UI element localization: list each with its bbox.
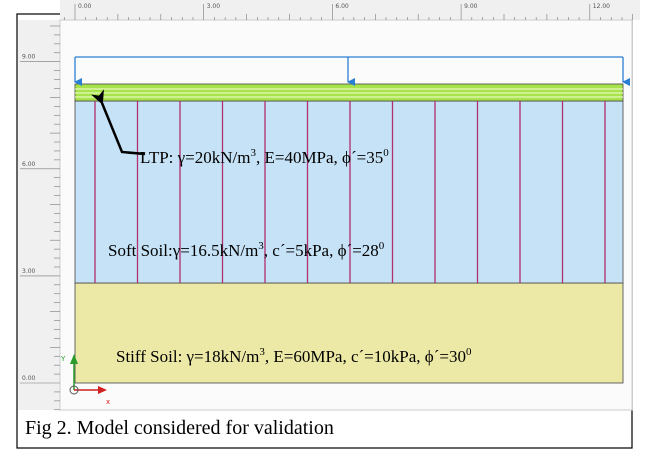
superscript: 0 <box>466 346 472 358</box>
superscript: 0 <box>379 240 385 252</box>
top-ruler-label: 3.00 <box>207 3 221 10</box>
superscript: 3 <box>258 240 264 252</box>
left-ruler-label: 0.00 <box>22 375 36 382</box>
ltp-pointer <box>90 89 146 156</box>
superscript: 3 <box>259 346 265 358</box>
left-ruler <box>18 20 60 410</box>
ltp-lines <box>75 88 623 98</box>
top-ruler <box>60 0 640 20</box>
stiff-soil-label: Stiff Soil: γ=18kN/m3, E=60MPa, c´=10kPa… <box>116 346 472 366</box>
top-ruler-label: 6.00 <box>335 3 349 10</box>
left-ruler-label: 3.00 <box>22 268 36 275</box>
piles <box>94 101 606 283</box>
label-text: , c´=5kPa, ϕ´=28 <box>264 241 379 260</box>
left-ruler-label: 9.00 <box>22 54 36 61</box>
ruler-ticks: 0.00 3.00 6.00 9.00 12.00 9.00 6.00 3.00 0.00 <box>20 3 634 411</box>
caption: Fig 2. Model considered for validation <box>25 417 334 439</box>
label-text: LTP: γ=20kN/m <box>140 148 250 167</box>
label-text: Soft Soil:γ=16.5kN/m <box>108 241 258 260</box>
x-axis-label: x <box>106 398 110 406</box>
soft-soil-label: Soft Soil:γ=16.5kN/m3, c´=5kPa, ϕ´=280 <box>108 240 385 260</box>
load <box>74 56 630 86</box>
top-ruler-label: 0.00 <box>78 3 92 10</box>
ltp-label: LTP: γ=20kN/m3, E=40MPa, ϕ´=350 <box>140 147 389 167</box>
label-text: , E=60MPa, c´=10kPa, ϕ´=30 <box>265 347 466 366</box>
label-text: , E=40MPa, ϕ´=35 <box>256 148 383 167</box>
label-text: Stiff Soil: γ=18kN/m <box>116 347 259 366</box>
soft-soil <box>74 100 624 284</box>
superscript: 0 <box>383 147 389 159</box>
y-axis-label: Y <box>60 355 66 363</box>
top-ruler-label: 9.00 <box>464 3 478 10</box>
axis-symbol <box>69 354 107 395</box>
superscript: 3 <box>250 147 256 159</box>
stiff-soil <box>74 282 624 384</box>
top-ruler-label: 12.00 <box>593 3 610 10</box>
left-ruler-label: 6.00 <box>22 161 36 168</box>
